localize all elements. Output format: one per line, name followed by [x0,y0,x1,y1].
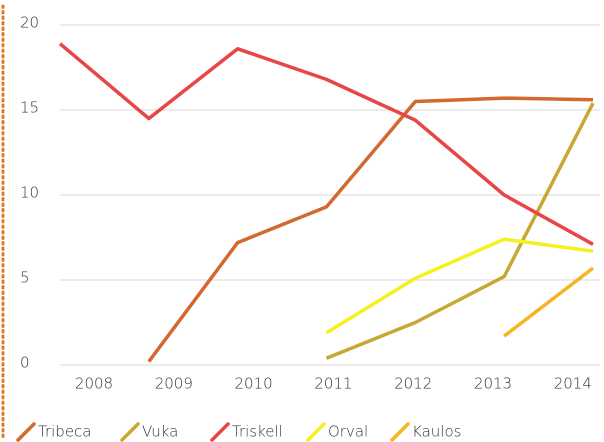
legend-icon [120,422,140,442]
series-line [325,237,594,335]
legend-label: Orval [328,423,368,441]
x-tick-label: 2012 [394,375,432,393]
y-tick-label: 5 [20,269,30,287]
legend-label: Triskell [232,423,283,441]
x-tick-label: 2010 [235,375,273,393]
x-tick-label: 2008 [75,375,113,393]
series-line [503,266,595,338]
x-tick-label: 2011 [314,375,352,393]
legend-label: Tribeca [38,423,91,441]
legend-label: Vuka [142,423,178,441]
series-line [58,42,594,246]
series-line [325,102,595,360]
legend-icon [16,422,36,442]
y-tick-label: 0 [20,354,30,372]
legend-label: Kaulos [412,423,461,441]
x-tick-label: 2014 [554,375,592,393]
legend-icon [390,422,410,442]
x-tick-label: 2009 [155,375,193,393]
y-tick-label: 15 [20,99,39,117]
y-tick-label: 20 [20,14,39,32]
x-tick-label: 2013 [474,375,512,393]
series-line [147,96,594,363]
legend-icon [210,422,230,442]
y-tick-label: 10 [20,184,39,202]
legend-icon [306,422,326,442]
